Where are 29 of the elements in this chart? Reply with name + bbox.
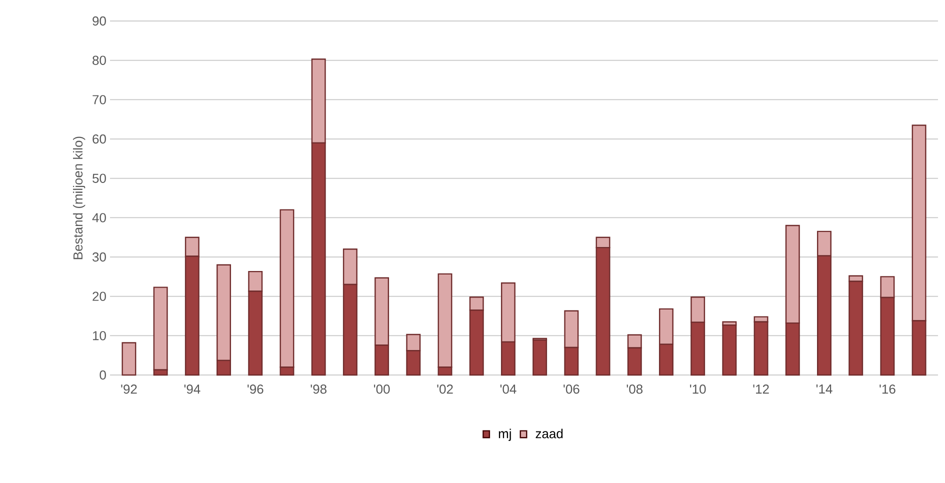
x-tick-label: '02 bbox=[437, 384, 453, 394]
y-tick-label: 10 bbox=[93, 331, 106, 340]
y-tick-label: 70 bbox=[92, 95, 106, 104]
bar bbox=[722, 324, 737, 376]
bar bbox=[122, 342, 136, 376]
x-tick-label: '06 bbox=[564, 384, 580, 394]
bar bbox=[532, 339, 548, 376]
x-tick-label: '12 bbox=[753, 384, 769, 394]
x-tick-label: '96 bbox=[248, 384, 264, 394]
x-tick-label: '92 bbox=[121, 384, 137, 394]
y-tick-label: 50 bbox=[92, 174, 106, 183]
x-tick-label: '94 bbox=[184, 384, 200, 394]
x-tick-label: '98 bbox=[310, 384, 326, 394]
x-tick-label: '14 bbox=[816, 384, 832, 394]
x-tick-label: '08 bbox=[626, 384, 643, 394]
y-tick-label: 0 bbox=[100, 370, 106, 380]
legend-label: mj bbox=[498, 428, 511, 441]
x-tick-label: '00 bbox=[374, 384, 390, 394]
x-tick-label: '10 bbox=[690, 384, 706, 394]
y-axis-title: Bestand (miljoen kilo) bbox=[73, 136, 86, 260]
y-tick-label: 60 bbox=[92, 134, 106, 144]
x-tick-label: '04 bbox=[500, 384, 516, 394]
y-tick-label: 40 bbox=[92, 213, 106, 222]
y-tick-label: 20 bbox=[92, 292, 106, 301]
y-tick-label: 30 bbox=[92, 252, 106, 262]
y-tick-label: 90 bbox=[92, 16, 106, 26]
y-tick-label: 80 bbox=[92, 56, 106, 65]
legend-label: zaad bbox=[536, 428, 563, 438]
x-tick-label: '16 bbox=[880, 384, 896, 394]
